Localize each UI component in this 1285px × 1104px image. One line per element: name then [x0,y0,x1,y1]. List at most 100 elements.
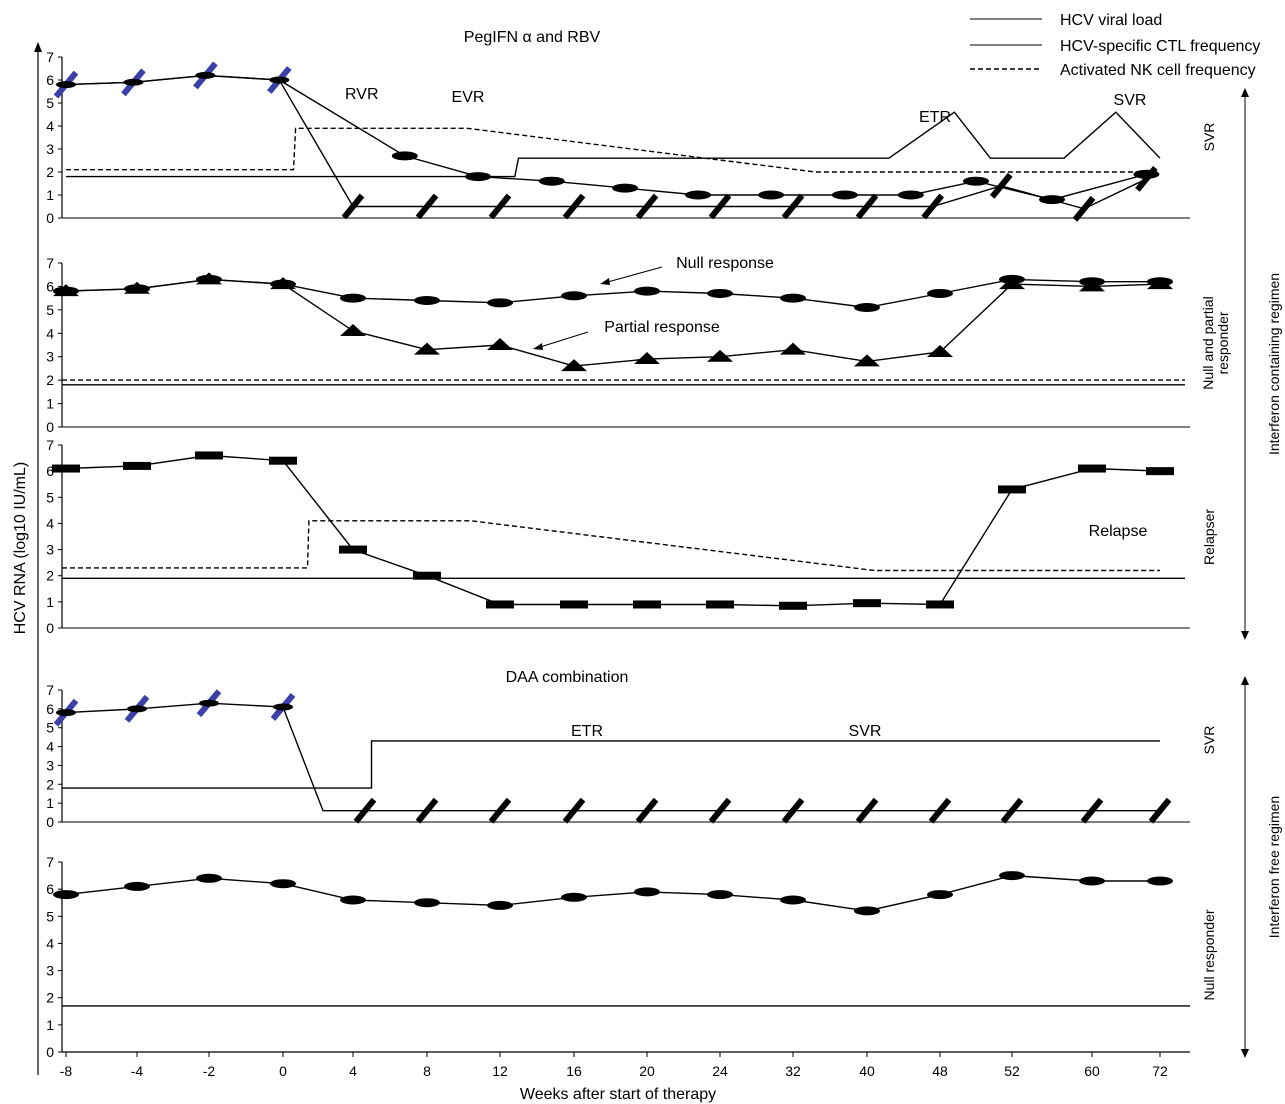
panel-group-header: DAA combination [506,669,629,686]
y-tick-label: 1 [46,594,54,610]
y-tick-label: 1 [46,187,54,203]
data-point-slash [562,797,586,824]
x-axis-title: Weeks after start of therapy [520,1086,716,1103]
panel-label-line: Null responder [1201,909,1217,1000]
y-tick-label: 7 [46,854,54,870]
panel-label-line: responder [1215,311,1231,374]
data-point-bar [560,600,588,609]
data-point-ellipse [1147,876,1173,886]
group-arrowhead-bottom [1241,1049,1249,1058]
y-tick-label: 4 [46,935,54,951]
y-tick-label: 7 [46,437,54,453]
annotation-relapse: Relapse [1089,523,1148,540]
panel-label: Relapser [1201,509,1217,565]
data-point-triangle [124,281,150,294]
data-point-triangle [780,342,806,355]
data-point-triangle [707,349,733,362]
x-tick-label: 12 [492,1063,508,1079]
y-tick-label: 5 [46,489,54,505]
data-point-ellipse [56,81,76,89]
y-tick-label: 6 [46,72,54,88]
group-arrowhead-top [1241,676,1249,685]
x-tick-label: 60 [1084,1063,1100,1079]
data-point-slash [562,193,586,220]
x-tick-label: 0 [279,1063,287,1079]
data-point-slash [781,193,805,220]
x-tick-label: -2 [203,1063,216,1079]
legend-entry: HCV-specific CTL frequency [1060,38,1260,55]
y-axis-title: HCV RNA (log10 IU/mL) [12,462,29,635]
data-point-slash [1000,797,1024,824]
data-point-ellipse [963,176,989,186]
y-tick-label: 6 [46,278,54,294]
x-tick-label: 8 [423,1063,431,1079]
data-point-slash [415,797,439,824]
data-point-triangle [1079,279,1105,292]
data-point-slash [928,797,952,824]
x-tick-label: 72 [1152,1063,1168,1079]
y-tick-label: 0 [46,1044,54,1060]
y-tick-label: 4 [46,118,54,134]
data-point-slash [921,193,945,220]
annotation-arrowhead [533,343,543,350]
y-tick-label: 2 [46,990,54,1006]
data-point-triangle [927,345,953,358]
data-point-slash [1080,797,1104,824]
data-point-bar [706,600,734,609]
data-point-ellipse [561,892,587,902]
data-point-ellipse [999,871,1025,881]
y-tick-label: 2 [46,164,54,180]
data-point-ellipse [612,183,639,193]
x-tick-label: 32 [785,1063,801,1079]
y-tick-label: 5 [46,720,54,736]
data-point-ellipse [561,291,587,301]
data-point-bar [269,456,297,465]
y-tick-label: 3 [46,757,54,773]
data-point-slash [1148,797,1172,824]
data-point-bar [633,600,661,609]
data-point-bar [195,451,223,460]
data-point-ellipse [269,76,290,84]
text-layer: 0123456701234567012345670123456701234567… [12,12,1282,1103]
data-point-ellipse [123,78,144,86]
x-tick-label: 40 [859,1063,875,1079]
ctl-frequency-line [62,740,1160,789]
x-tick-label: 24 [712,1063,728,1079]
data-point-bar [123,461,151,470]
data-point-ellipse [53,890,79,900]
panel-label-line: Relapser [1201,509,1217,565]
data-point-bar [853,599,881,608]
data-point-ellipse [465,172,492,182]
y-tick-label: 2 [46,568,54,584]
data-point-bar [779,601,807,610]
null-response-line [65,278,1160,309]
annotation-null-response: Null response [676,255,774,272]
y-tick-label: 5 [46,908,54,924]
x-tick-label: 52 [1004,1063,1020,1079]
data-point-ellipse [854,906,880,916]
data-point-ellipse [270,879,296,889]
data-point-ellipse [854,303,880,313]
data-point-slash [635,797,659,824]
data-point-ellipse [831,190,858,200]
data-point-ellipse [780,895,806,905]
x-tick-label: 48 [932,1063,948,1079]
viral-load-undetectable-line [65,74,1147,210]
data-point-ellipse [196,873,222,883]
y-axis-arrowhead [34,42,42,52]
data-point-triangle [634,352,660,365]
data-point-ellipse [124,881,150,891]
y-tick-label: 4 [46,325,54,341]
data-point-slash [488,797,512,824]
data-point-ellipse [487,900,513,910]
y-tick-label: 4 [46,739,54,755]
data-point-ellipse [897,190,924,200]
y-tick-label: 5 [46,302,54,318]
y-tick-label: 3 [46,141,54,157]
data-point-bar [926,600,954,609]
data-point-ellipse [340,293,366,303]
lines-layer [34,42,1190,1075]
y-tick-label: 7 [46,682,54,698]
data-point-ellipse [273,703,293,711]
data-point-slash [781,797,805,824]
